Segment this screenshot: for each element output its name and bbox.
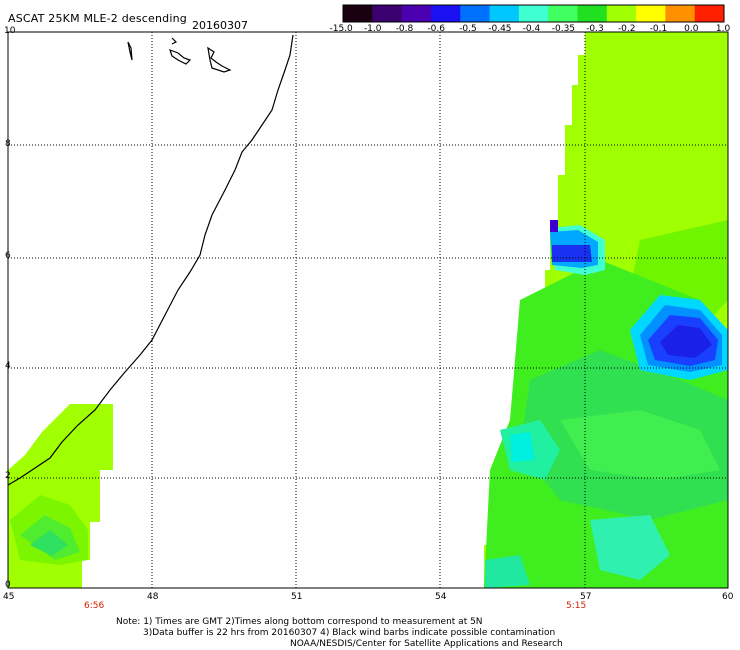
colorbar-frame — [342, 4, 725, 23]
y-tick-0: 0 — [5, 580, 11, 590]
colorbar-segment — [372, 5, 403, 22]
y-tick-10: 10 — [4, 26, 16, 36]
colorbar-label: 0.0 — [684, 24, 699, 34]
colorbar-label: -0.5 — [459, 24, 477, 34]
colorbar — [342, 4, 725, 23]
x-tick-60: 60 — [722, 592, 734, 602]
colorbar-segment — [460, 5, 491, 22]
x-tick-48: 48 — [147, 592, 159, 602]
colorbar-segment — [343, 5, 373, 22]
time-label-left: 6:56 — [84, 601, 105, 611]
colorbar-segment — [694, 5, 725, 22]
note-line-1: Note: 1) Times are GMT 2)Times along bot… — [116, 617, 483, 627]
note-line-2: 3)Data buffer is 22 hrs from 20160307 4)… — [143, 628, 556, 638]
colorbar-segment — [548, 5, 578, 22]
plot-frame — [7, 31, 729, 589]
colorbar-segment — [401, 5, 432, 22]
y-tick-2: 2 — [5, 471, 11, 481]
x-tick-57: 57 — [580, 592, 592, 602]
colorbar-label: -0.8 — [395, 24, 414, 34]
map-date: 20160307 — [192, 19, 248, 32]
y-tick-6: 6 — [5, 251, 11, 261]
colorbar-label: 1.0 — [715, 24, 731, 34]
colorbar-segment — [430, 5, 461, 22]
colorbar-label: -0.3 — [586, 24, 604, 34]
colorbar-segment — [665, 5, 696, 22]
colorbar-label: -0.35 — [551, 24, 576, 34]
x-tick-54: 54 — [435, 592, 447, 602]
x-tick-45: 45 — [3, 592, 15, 602]
colorbar-segment — [577, 5, 608, 22]
colorbar-label: -0.4 — [522, 24, 541, 34]
map-title: ASCAT 25KM MLE-2 descending — [8, 12, 187, 25]
note-line-3: NOAA/NESDIS/Center for Satellite Applica… — [290, 639, 563, 649]
colorbar-label: -0.45 — [488, 24, 512, 34]
x-tick-51: 51 — [291, 592, 303, 602]
colorbar-segment — [489, 5, 520, 22]
islands — [127, 37, 232, 73]
colorbar-segment — [636, 5, 666, 22]
colorbar-label: -1.0 — [363, 24, 382, 34]
swath-left — [8, 404, 113, 588]
colorbar-segment — [518, 5, 549, 22]
colorbar-label: -0.1 — [649, 24, 668, 34]
time-label-right: 5:15 — [566, 601, 587, 611]
colorbar-label: -0.2 — [617, 24, 636, 34]
swath-right — [484, 32, 728, 588]
coastline — [7, 34, 294, 486]
colorbar-label: -0.6 — [427, 24, 445, 34]
y-tick-4: 4 — [5, 361, 11, 371]
colorbar-label: -15.0 — [329, 24, 353, 34]
y-tick-8: 8 — [5, 139, 11, 149]
colorbar-segment — [606, 5, 637, 22]
